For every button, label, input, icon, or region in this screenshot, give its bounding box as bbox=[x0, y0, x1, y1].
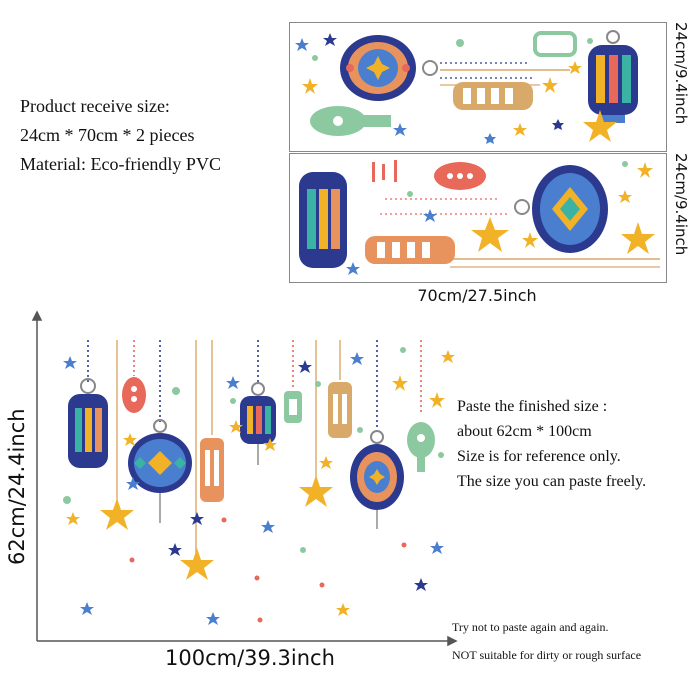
sticker-sheet-bottom bbox=[289, 153, 667, 283]
lantern-navy-tall bbox=[68, 378, 108, 468]
finished-info-line: The size you can paste freely. bbox=[457, 473, 647, 490]
warning-note-surface: NOT suitable for dirty or rough surface bbox=[452, 648, 642, 662]
warning-note-repaste: Try not to paste again and again. bbox=[452, 620, 609, 634]
finished-info-line: about 62cm * 100cm bbox=[457, 423, 592, 440]
finished-width-label: 100cm/39.3inch bbox=[165, 646, 335, 670]
product-info-line: Material: Eco-friendly PVC bbox=[20, 154, 221, 174]
sticker-sheet-bottom-art bbox=[299, 160, 660, 275]
finished-size-info: Paste the finished size : about 62cm * 1… bbox=[457, 394, 646, 494]
finished-height-label: 62cm/24.4inch bbox=[5, 408, 29, 565]
finished-info-line: Paste the finished size : bbox=[457, 398, 608, 415]
sticker-sheet-top-art bbox=[295, 30, 638, 144]
product-info: Product receive size: 24cm * 70cm * 2 pi… bbox=[20, 92, 221, 179]
sticker-sheet-top bbox=[289, 22, 667, 152]
product-info-line: Product receive size: bbox=[20, 96, 170, 116]
product-info-line: 24cm * 70cm * 2 pieces bbox=[20, 125, 195, 145]
sheet-width-label: 70cm/27.5inch bbox=[417, 286, 537, 305]
finished-info-line: Size is for reference only. bbox=[457, 448, 621, 465]
